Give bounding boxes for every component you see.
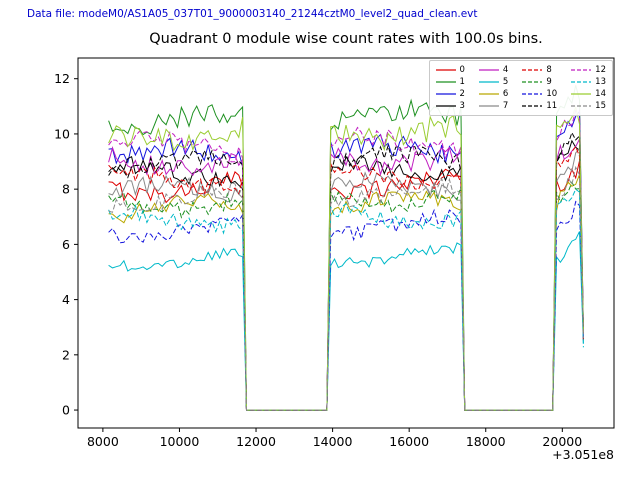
y-tick-label: 12: [54, 71, 70, 86]
legend-label: 15: [595, 101, 606, 111]
legend-entry-0: 0: [435, 65, 465, 75]
legend-label: 1: [459, 77, 465, 87]
legend-line-sample-icon: [571, 69, 592, 71]
y-tick-label: 10: [54, 126, 70, 141]
datafile-label: Data file: modeM0/AS1A05_037T01_90000031…: [27, 8, 478, 20]
x-tick-label: 8000: [87, 434, 119, 449]
legend-entry-9: 9: [522, 77, 557, 87]
legend-entry-10: 10: [522, 89, 557, 99]
series-line-4: [108, 138, 584, 411]
series-line-9: [108, 181, 584, 411]
legend-entry-6: 6: [478, 89, 509, 99]
legend-label: 11: [546, 101, 558, 111]
legend-label: 5: [502, 77, 509, 87]
legend-line-sample-icon: [571, 81, 592, 83]
legend-line-sample-icon: [435, 93, 456, 95]
series-line-13: [108, 188, 584, 411]
legend-entry-5: 5: [478, 77, 509, 87]
legend-label: 0: [459, 65, 465, 75]
x-tick-label: 16000: [389, 434, 429, 449]
legend-line-sample-icon: [478, 81, 499, 83]
legend-label: 8: [546, 65, 552, 75]
legend-label: 7: [502, 101, 509, 111]
legend-entry-4: 4: [478, 65, 509, 75]
x-tick-label: 18000: [466, 434, 506, 449]
series-line-0: [108, 160, 584, 411]
legend-line-sample-icon: [478, 69, 499, 71]
series-line-10: [108, 200, 584, 411]
x-tick-label: 20000: [542, 434, 582, 449]
legend-label: 14: [595, 89, 606, 99]
legend-entry-14: 14: [571, 89, 606, 99]
series-line-1: [108, 85, 584, 411]
x-axis: 8000 10000 12000 14000 16000 18000 20000: [87, 428, 582, 449]
legend-entry-7: 7: [478, 101, 509, 111]
legend: 0 1 2 3 4 5 6 7 8 9 10 11 12 13 14 15: [428, 60, 613, 116]
x-tick-label: 12000: [236, 434, 276, 449]
legend-label: 9: [546, 77, 552, 87]
legend-line-sample-icon: [522, 105, 543, 107]
legend-label: 2: [459, 89, 465, 99]
legend-entry-11: 11: [522, 101, 557, 111]
legend-line-sample-icon: [571, 93, 592, 95]
axes-frame: [77, 57, 615, 429]
y-tick-label: 0: [62, 403, 70, 418]
y-tick-label: 6: [62, 237, 70, 252]
x-axis-offset-label: +3.051e8: [552, 447, 614, 462]
series-line-5: [108, 231, 584, 411]
y-tick-label: 8: [62, 182, 70, 197]
legend-line-sample-icon: [522, 81, 543, 83]
y-tick-label: 4: [62, 292, 70, 307]
legend-label: 10: [546, 89, 558, 99]
legend-label: 13: [595, 77, 606, 87]
legend-label: 3: [459, 101, 465, 111]
legend-line-sample-icon: [478, 105, 499, 107]
legend-line-sample-icon: [435, 69, 456, 71]
legend-entry-13: 13: [571, 77, 606, 87]
legend-entry-8: 8: [522, 65, 557, 75]
legend-line-sample-icon: [571, 105, 592, 107]
legend-line-sample-icon: [435, 81, 456, 83]
legend-line-sample-icon: [522, 69, 543, 71]
legend-line-sample-icon: [478, 93, 499, 95]
legend-line-sample-icon: [435, 105, 456, 107]
legend-label: 12: [595, 65, 606, 75]
legend-label: 4: [502, 65, 509, 75]
series-line-12: [108, 109, 584, 411]
series-line-3: [108, 139, 584, 411]
series-line-15: [108, 165, 584, 411]
y-tick-label: 2: [62, 347, 70, 362]
legend-entry-12: 12: [571, 65, 606, 75]
series-line-11: [108, 131, 584, 411]
legend-entry-2: 2: [435, 89, 465, 99]
x-tick-label: 10000: [160, 434, 200, 449]
legend-entry-15: 15: [571, 101, 606, 111]
legend-label: 6: [502, 89, 509, 99]
x-tick-label: 14000: [313, 434, 353, 449]
plot-title: Quadrant 0 module wise count rates with …: [149, 31, 543, 47]
legend-entry-1: 1: [435, 77, 465, 87]
legend-line-sample-icon: [522, 93, 543, 95]
legend-entry-3: 3: [435, 101, 465, 111]
y-axis: 0 2 4 6 8 10 12: [54, 71, 78, 418]
